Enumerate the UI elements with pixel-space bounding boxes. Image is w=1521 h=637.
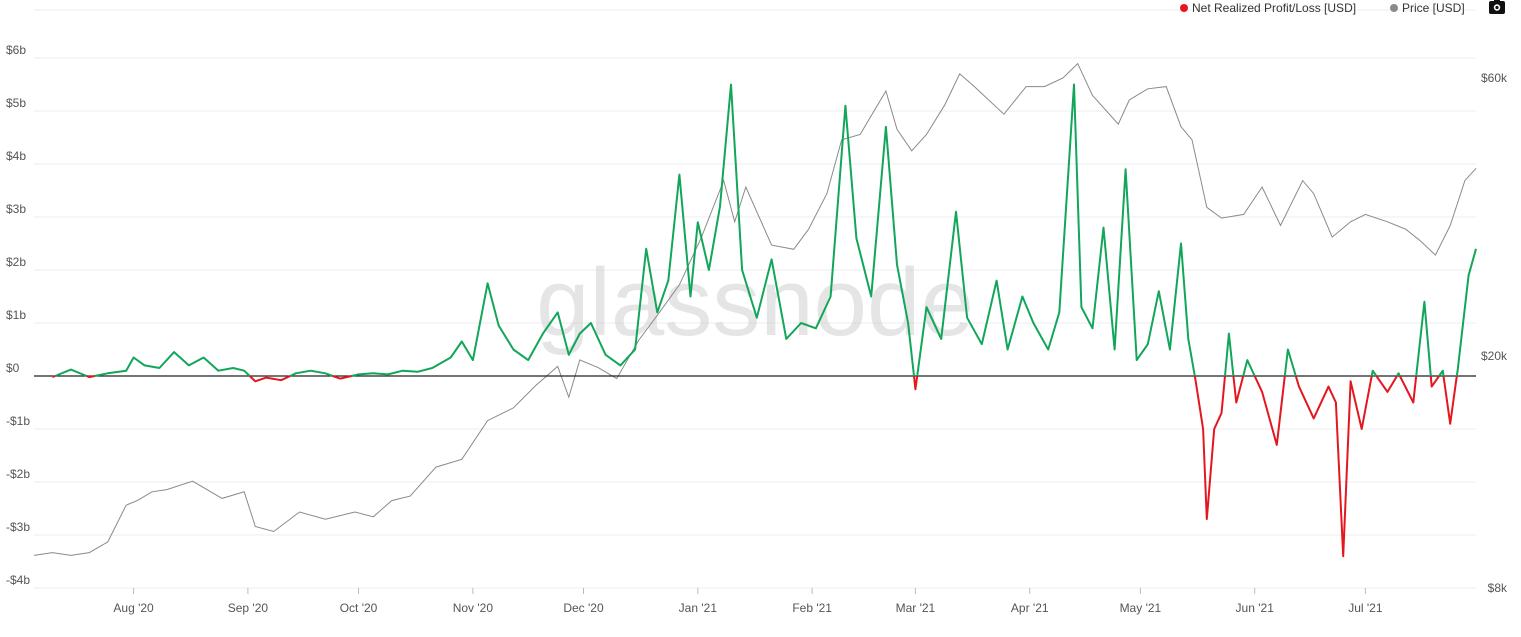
- x-tick-label: Aug '20: [113, 601, 154, 615]
- nrpl-loss-segment: [1193, 375, 1226, 521]
- x-tick-label: Mar '21: [896, 601, 936, 615]
- x-tick-label: Nov '20: [453, 601, 494, 615]
- x-tick-label: Apr '21: [1011, 601, 1049, 615]
- nrpl-profit-segment: [1415, 300, 1432, 377]
- nrpl-loss-segment: [1442, 375, 1458, 425]
- x-tick-label: Sep '20: [228, 601, 269, 615]
- y-left-tick-label: $6b: [6, 43, 26, 57]
- nrpl-loss-segment: [1253, 375, 1286, 446]
- net-realized-profit-loss-series: [52, 83, 1477, 558]
- nrpl-loss-segment: [1375, 375, 1398, 393]
- nrpl-profit-segment: [351, 83, 915, 377]
- legend-label-net-realized-profit-loss: Net Realized Profit/Loss [USD]: [1192, 1, 1356, 15]
- legend[interactable]: Net Realized Profit/Loss [USD] Price [US…: [1180, 1, 1465, 15]
- x-tick-label: May '21: [1120, 601, 1162, 615]
- x-tick-label: Dec '20: [563, 601, 604, 615]
- nrpl-profit-segment: [1242, 359, 1256, 377]
- nrpl-loss-segment: [52, 375, 56, 379]
- y-right-tick-label: $20k: [1481, 349, 1508, 363]
- nrpl-profit-segment: [916, 83, 1196, 377]
- y-right-tick-label: $60k: [1481, 71, 1508, 85]
- nrpl-profit-segment: [1370, 369, 1378, 377]
- x-tick-label: Jun '21: [1236, 601, 1275, 615]
- x-axis: Aug '20 Sep '20 Oct '20 Nov '20 Dec '20 Jan '…: [113, 588, 1383, 615]
- x-tick-label: Jan '21: [679, 601, 718, 615]
- nrpl-loss-segment: [249, 375, 291, 383]
- legend-marker-price: [1390, 4, 1398, 12]
- nrpl-loss-segment: [1429, 375, 1440, 388]
- gridlines: [34, 9, 1476, 589]
- y-left-tick-label: $4b: [6, 149, 26, 163]
- y-left-tick-label: $2b: [6, 255, 26, 269]
- watermark: glassnode: [536, 249, 974, 356]
- y-left-tick-label: $1b: [6, 308, 26, 322]
- y-axis-right: $60k $20k $8k: [1481, 71, 1508, 595]
- nrpl-profit-segment: [1396, 372, 1401, 377]
- price-line: [33, 62, 1477, 556]
- nrpl-loss-segment: [1232, 375, 1245, 404]
- nrpl-profit-segment: [1224, 332, 1235, 377]
- nrpl-loss-segment: [1294, 375, 1373, 558]
- nrpl-profit-segment: [1283, 348, 1297, 377]
- x-tick-label: Oct '20: [340, 601, 378, 615]
- legend-marker-net-realized-profit-loss: [1180, 4, 1188, 12]
- camera-icon[interactable]: [1489, 0, 1505, 14]
- nrpl-profit-segment: [54, 368, 88, 377]
- y-left-tick-label: $0: [6, 361, 20, 375]
- nrpl-loss-segment: [913, 375, 919, 391]
- legend-item-net-realized-profit-loss[interactable]: Net Realized Profit/Loss [USD]: [1180, 1, 1356, 15]
- y-left-tick-label: $5b: [6, 96, 26, 110]
- legend-item-price[interactable]: Price [USD]: [1390, 1, 1465, 15]
- y-left-tick-label: -$1b: [6, 414, 30, 428]
- y-right-tick-label: $8k: [1488, 581, 1508, 595]
- nrpl-profit-segment: [1438, 369, 1445, 377]
- y-left-tick-label: $3b: [6, 202, 26, 216]
- nrpl-profit-segment: [289, 369, 334, 377]
- y-left-tick-label: -$3b: [6, 520, 30, 534]
- x-tick-label: Jul '21: [1348, 601, 1383, 615]
- y-axis-left: $6b $5b $4b $3b $2b $1b $0 -$1b -$2b -$3b -$4b: [6, 43, 30, 587]
- nrpl-loss-segment: [1399, 375, 1418, 404]
- nrpl-loss-segment: [86, 375, 95, 379]
- y-left-tick-label: -$4b: [6, 573, 30, 587]
- y-left-tick-label: -$2b: [6, 467, 30, 481]
- nrpl-profit-segment: [1455, 248, 1477, 377]
- price-series: [33, 62, 1477, 556]
- x-tick-label: Feb '21: [792, 601, 832, 615]
- nrpl-loss-segment: [332, 375, 352, 380]
- legend-label-price: Price [USD]: [1402, 1, 1465, 15]
- nrpl-profit-segment: [94, 351, 251, 377]
